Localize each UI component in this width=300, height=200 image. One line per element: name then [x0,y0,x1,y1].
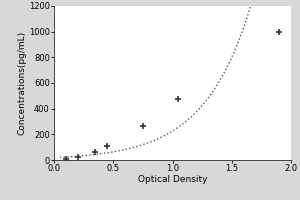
Y-axis label: Concentrations(pg/mL): Concentrations(pg/mL) [17,31,26,135]
X-axis label: Optical Density: Optical Density [138,175,207,184]
